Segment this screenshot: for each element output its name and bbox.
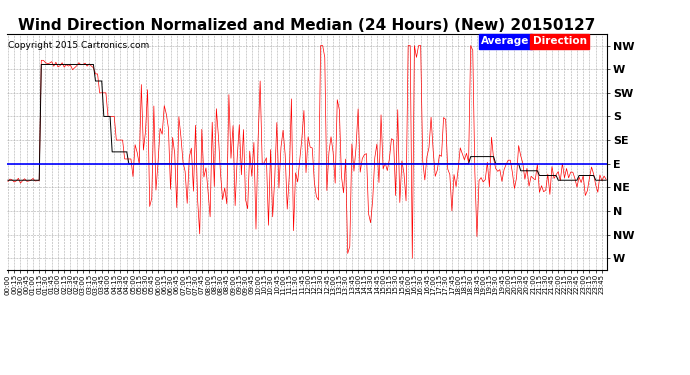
Title: Wind Direction Normalized and Median (24 Hours) (New) 20150127: Wind Direction Normalized and Median (24… bbox=[19, 18, 595, 33]
Text: Direction: Direction bbox=[533, 36, 586, 46]
Text: Copyright 2015 Cartronics.com: Copyright 2015 Cartronics.com bbox=[8, 41, 149, 50]
Text: Average: Average bbox=[481, 36, 529, 46]
